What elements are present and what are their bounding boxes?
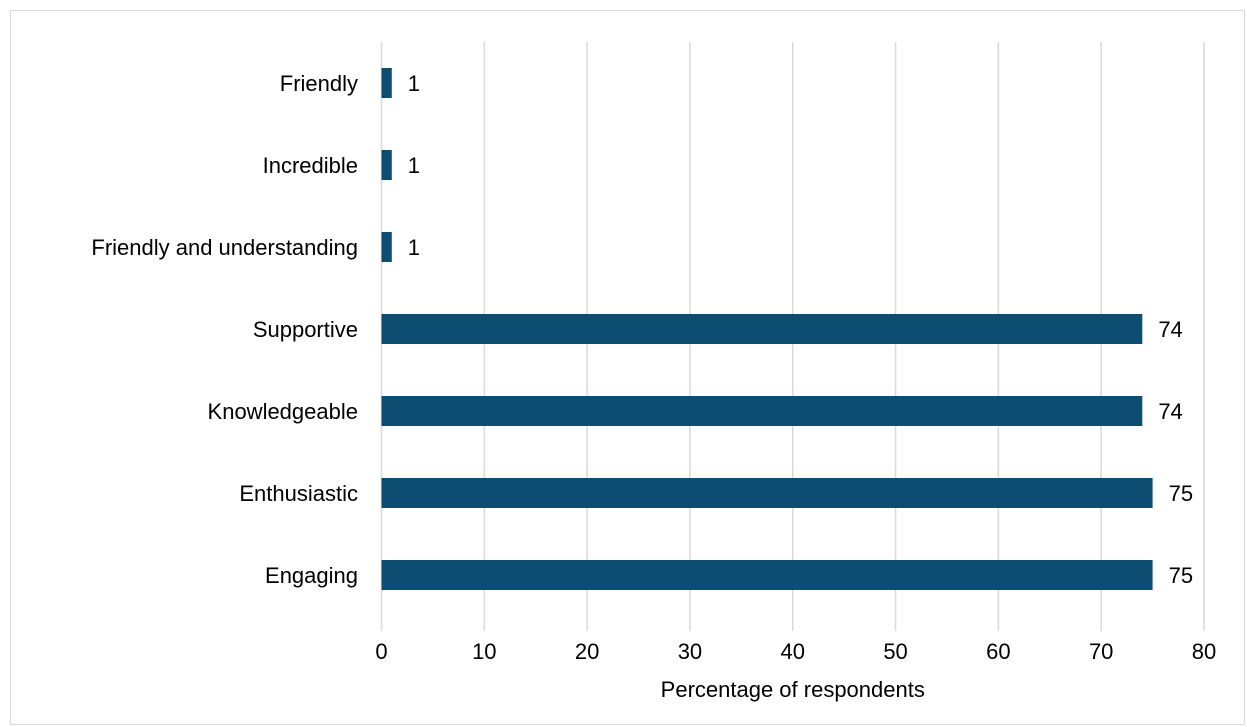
bar-chart: Friendly Incredible Friendly and understan… bbox=[91, 42, 1216, 702]
x-tick-label-40: 40 bbox=[781, 639, 805, 664]
category-label-3: Supportive bbox=[253, 317, 358, 342]
x-tick-label-10: 10 bbox=[472, 639, 496, 664]
data-label-4: 74 bbox=[1158, 399, 1182, 424]
x-tick-label-60: 60 bbox=[986, 639, 1010, 664]
category-label-1: Incredible bbox=[263, 153, 358, 178]
data-labels: 1 1 1 74 74 75 75 bbox=[408, 71, 1193, 588]
x-tick-label-50: 50 bbox=[883, 639, 907, 664]
bar-2 bbox=[381, 232, 392, 262]
x-tick-label-70: 70 bbox=[1089, 639, 1113, 664]
category-labels: Friendly Incredible Friendly and understan… bbox=[91, 71, 358, 588]
data-label-2: 1 bbox=[408, 235, 420, 260]
bar-5 bbox=[381, 478, 1153, 508]
bar-3 bbox=[381, 314, 1143, 344]
bar-1 bbox=[381, 150, 392, 180]
x-tick-label-20: 20 bbox=[575, 639, 599, 664]
x-axis-title: Percentage of respondents bbox=[661, 677, 925, 702]
bar-6 bbox=[381, 560, 1153, 590]
bars bbox=[381, 68, 1153, 590]
x-tick-label-30: 30 bbox=[678, 639, 702, 664]
category-label-5: Enthusiastic bbox=[239, 481, 358, 506]
data-label-1: 1 bbox=[408, 153, 420, 178]
category-label-4: Knowledgeable bbox=[208, 399, 358, 424]
chart-frame: Friendly Incredible Friendly and understan… bbox=[10, 10, 1245, 725]
data-label-3: 74 bbox=[1158, 317, 1182, 342]
data-label-6: 75 bbox=[1169, 563, 1193, 588]
category-label-2: Friendly and understanding bbox=[91, 235, 358, 260]
x-tick-labels: 0 10 20 30 40 50 60 70 80 bbox=[375, 639, 1216, 664]
category-label-6: Engaging bbox=[265, 563, 358, 588]
x-tick-label-0: 0 bbox=[375, 639, 387, 664]
x-tick-label-80: 80 bbox=[1192, 639, 1216, 664]
bar-4 bbox=[381, 396, 1143, 426]
data-label-5: 75 bbox=[1169, 481, 1193, 506]
bar-0 bbox=[381, 68, 392, 98]
data-label-0: 1 bbox=[408, 71, 420, 96]
category-label-0: Friendly bbox=[280, 71, 358, 96]
